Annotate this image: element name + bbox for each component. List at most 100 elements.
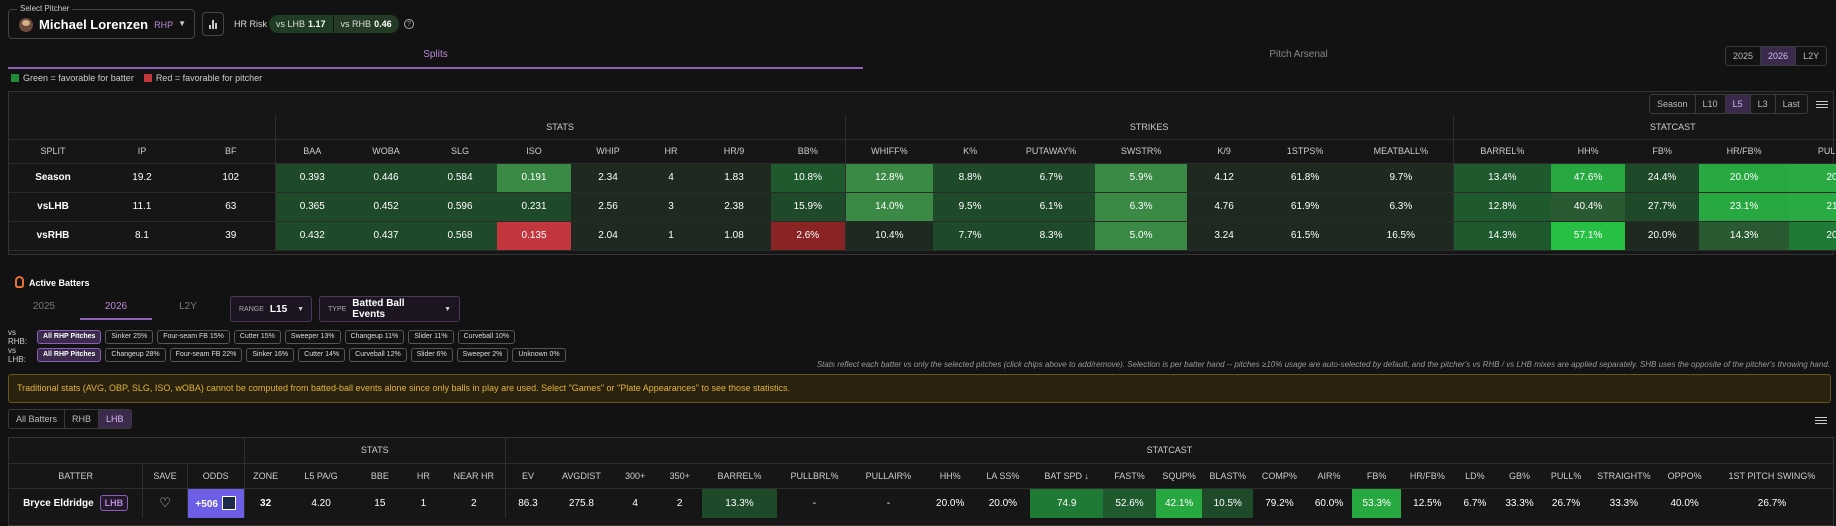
tab-splits[interactable]: Splits	[8, 46, 863, 69]
seg-option-last[interactable]: Last	[1782, 99, 1800, 109]
pitch-chip[interactable]: Curveball 10%	[457, 330, 516, 344]
pitch-chip[interactable]: Changeup 11%	[344, 330, 405, 344]
split-cell: 19.2	[97, 163, 187, 193]
tab-year-2026[interactable]: 2026	[80, 300, 152, 320]
help-icon[interactable]: ?	[404, 19, 414, 29]
split-cell: 61.8%	[1261, 163, 1350, 193]
col-header-300: 300+	[612, 463, 658, 489]
settings-sliders-icon[interactable]	[1816, 99, 1828, 109]
tab-year-l2y[interactable]: L2Y	[179, 301, 197, 312]
batter-stat-cell: 10.5%	[1202, 488, 1254, 518]
col-header-k-9: K/9	[1187, 139, 1262, 164]
split-cell: 13.4%	[1452, 163, 1552, 193]
chart-button[interactable]	[202, 12, 224, 36]
pitch-chip[interactable]: All RHP Pitches	[37, 330, 102, 344]
seg-option-l3[interactable]: L3	[1751, 95, 1776, 113]
split-cell: 3	[645, 192, 698, 222]
batter-stat-cell: 33.3%	[1609, 497, 1639, 509]
batter-stat-cell: 40.0%	[1670, 497, 1699, 509]
pitch-chip[interactable]: Slider 11%	[408, 330, 454, 344]
pitch-chip[interactable]: Cutter 14%	[298, 348, 346, 362]
split-cell: 0.584	[423, 163, 498, 193]
pitch-chip[interactable]: Four-seam FB 15%	[157, 330, 230, 344]
split-cell: 10.8%	[771, 163, 846, 193]
type-value: Batted Ball Events	[352, 298, 405, 320]
warning-banner: Traditional stats (AVG, OBP, SLG, ISO, w…	[8, 374, 1831, 403]
legend-green: Green = favorable for batter	[11, 73, 134, 83]
batter-name[interactable]: Bryce Eldridge	[23, 498, 94, 510]
col-header-woba: WOBA	[349, 139, 424, 164]
col-header-oppo: OPPO%	[1658, 463, 1711, 489]
col-header-air: AIR%	[1305, 463, 1353, 489]
split-cell: 8.3%	[1007, 221, 1096, 251]
split-cell: 2.34	[571, 163, 646, 193]
seg-option-l5[interactable]: L5	[1725, 95, 1751, 113]
col-header-baa: BAA	[274, 139, 350, 164]
split-cell: 14.3%	[1699, 221, 1790, 251]
split-cell: 0.596	[423, 192, 498, 222]
batter-stat-cell: 1	[420, 497, 427, 509]
split-cell: 40.4%	[1551, 192, 1626, 222]
col-header-bat-spd: BAT SPD ↓	[1030, 463, 1104, 489]
pitch-chip[interactable]: Cutter 15%	[233, 330, 281, 344]
col-header-swstr: SWSTR%	[1095, 139, 1188, 164]
seg-option-l2y[interactable]: L2Y	[1803, 51, 1820, 61]
seg-option-l10[interactable]: L10	[1696, 95, 1726, 113]
heart-icon[interactable]: ♡	[159, 495, 171, 511]
pitcher-select[interactable]: Select Pitcher Michael Lorenzen RHP ▼	[8, 4, 195, 39]
pitch-chip[interactable]: Sinker 16%	[246, 348, 295, 362]
col-header-bf: BF	[187, 139, 276, 164]
split-cell: 3.24	[1187, 221, 1262, 251]
col-header-meatball: MEATBALL%	[1349, 139, 1454, 164]
col-header-hh: HH%	[924, 463, 976, 489]
pitcher-name: Michael Lorenzen	[39, 17, 149, 32]
pitch-chip[interactable]: Sweeper 13%	[284, 330, 341, 344]
pitch-chip[interactable]: Unknown 0%	[512, 348, 566, 362]
col-header-odds: ODDS	[186, 463, 245, 489]
pitch-chip[interactable]: Sweeper 2%	[456, 348, 509, 362]
type-dropdown[interactable]: TYPE Batted Ball Events ▼	[319, 296, 460, 322]
settings-sliders-icon[interactable]	[1815, 415, 1827, 425]
seg-option-all-batters[interactable]: All Batters	[9, 410, 66, 428]
seg-option-lhb[interactable]: LHB	[99, 410, 131, 428]
seg-option-2025[interactable]: 2025	[1726, 47, 1762, 65]
seg-option-rhb[interactable]: RHB	[65, 410, 100, 428]
hr-risk-pill: vs LHB 1.17 vs RHB 0.46	[269, 15, 399, 33]
batter-stat-cell: 20.0%	[936, 497, 965, 509]
split-cell: 20.0%	[1699, 163, 1790, 193]
col-header-avgdist: AVGDIST	[550, 463, 613, 489]
split-cell: 61.5%	[1261, 221, 1350, 251]
tab-year-2025[interactable]: 2025	[32, 301, 56, 312]
seg-option-2026[interactable]: 2026	[1761, 47, 1797, 65]
pitch-chip[interactable]: Four-seam FB 22%	[169, 348, 243, 362]
active-batters-title: Active Batters	[29, 278, 90, 288]
group-stats: STATS	[243, 438, 506, 464]
pitcher-avatar	[19, 17, 33, 32]
split-cell: 6.1%	[1007, 192, 1096, 222]
chip-row-label: vs LHB:	[8, 346, 26, 364]
split-cell: 24.4%	[1625, 163, 1700, 193]
pitch-chip[interactable]: Curveball 12%	[349, 348, 407, 362]
odds-cell[interactable]: +506	[186, 488, 245, 518]
pitch-chip[interactable]: All RHP Pitches	[37, 348, 102, 362]
odds-value: +506	[195, 499, 218, 511]
seg-option-season[interactable]: Season	[1650, 95, 1696, 113]
split-cell: 10.4%	[844, 221, 934, 251]
range-dropdown[interactable]: RANGE L15 ▼	[230, 296, 312, 322]
col-header-putaway: PUTAWAY%	[1007, 139, 1096, 164]
group-blank	[9, 115, 276, 140]
batter-filter: All Batters RHB LHB	[8, 409, 132, 429]
split-label: vsRHB	[9, 221, 97, 251]
batter-stat-cell: 42.1%	[1155, 488, 1203, 518]
pitch-chip[interactable]: Changeup 28%	[105, 348, 166, 362]
pitch-chip[interactable]: Sinker 25%	[105, 330, 154, 344]
batter-stat-cell: 2	[471, 497, 477, 509]
pitch-chip[interactable]: Slider 6%	[410, 348, 453, 362]
range-segment: Season L10 L5 L3 Last	[1649, 94, 1808, 114]
batter-stat-cell: -	[886, 497, 891, 509]
col-header-whiff: WHIFF%	[844, 139, 934, 164]
split-cell: 0.432	[274, 221, 350, 251]
tab-pitch-arsenal[interactable]: Pitch Arsenal	[1269, 49, 1328, 60]
split-row: vsRHB 8.1 39 0.432 0.437 0.568 0.135 2.04 1 1.08 2…	[9, 221, 1836, 251]
range-value: L15	[269, 303, 288, 315]
